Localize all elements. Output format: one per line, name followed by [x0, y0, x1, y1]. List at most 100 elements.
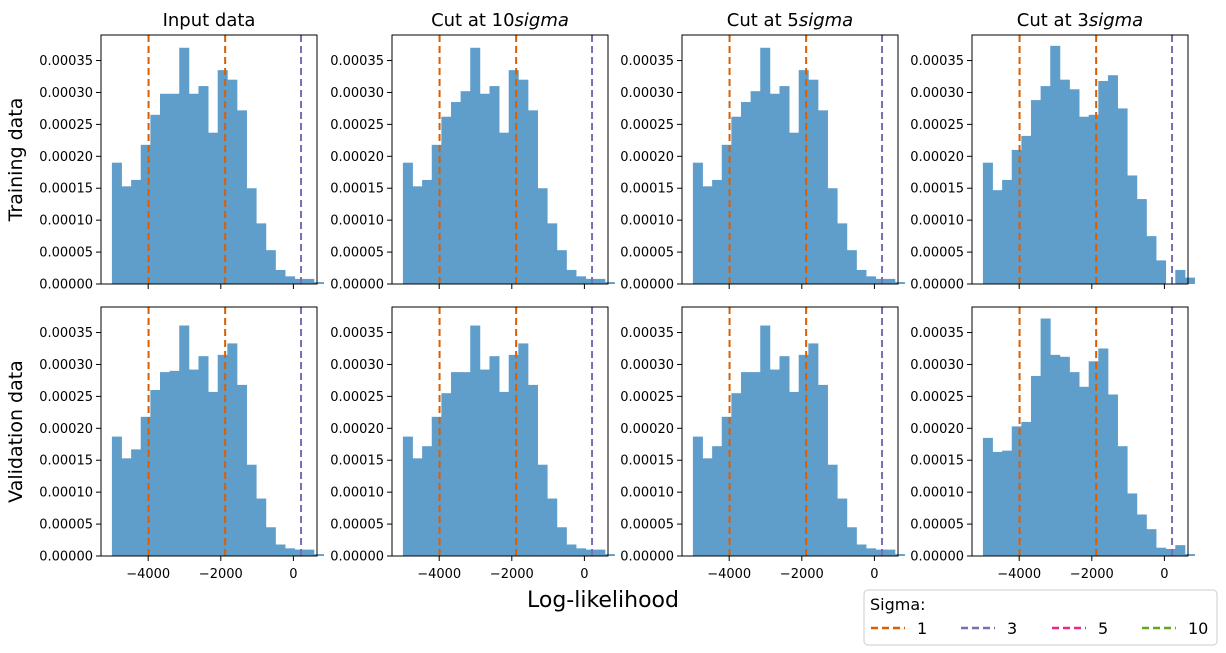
subplot-r0-c1: 0.00000 0.00005 0.00010 0.00015 0.00020 0.000…	[330, 10, 615, 293]
histogram-bar	[576, 276, 587, 284]
y-tick-label: 0.00035	[39, 54, 93, 69]
histogram-bar	[111, 436, 122, 556]
histogram-bar	[875, 549, 886, 556]
legend: Sigma: 1 3 5 10	[863, 589, 1218, 646]
y-tick-label: 0.00035	[39, 326, 93, 341]
histogram-bar	[304, 278, 315, 284]
y-tick-label: 0.00005	[39, 246, 93, 261]
histogram-bar	[769, 93, 780, 285]
histogram-bar	[1040, 318, 1051, 556]
histogram-bar	[837, 223, 848, 284]
histogram-bar	[837, 498, 848, 556]
histogram-bar	[1002, 450, 1013, 556]
histogram-bar	[412, 186, 423, 284]
histogram-bar	[547, 498, 558, 556]
legend-label: 5	[1098, 619, 1108, 638]
histogram-bar	[1127, 175, 1138, 284]
y-tick-label: 0.00025	[910, 118, 964, 133]
histogram-bar	[198, 356, 209, 556]
histogram-bar	[846, 250, 857, 284]
histogram-bar	[982, 437, 993, 556]
histogram-bar	[740, 372, 752, 556]
y-tick-label: 0.00015	[330, 182, 384, 197]
histogram-bar	[208, 132, 219, 284]
legend-label: 1	[917, 619, 927, 638]
histogram-bar	[875, 278, 886, 284]
y-tick-label: 0.00030	[39, 358, 93, 373]
histogram-bar	[817, 110, 828, 284]
column-title: Input data	[163, 10, 256, 31]
histogram-bar	[576, 548, 587, 556]
histogram-bar	[779, 356, 790, 556]
histogram-bar	[750, 91, 761, 285]
histogram-bar	[518, 79, 529, 284]
histogram-bar	[760, 325, 771, 556]
histogram-bar	[1156, 260, 1167, 284]
y-tick-label: 0.00035	[910, 326, 964, 341]
x-tick-label: −2000	[490, 567, 534, 582]
y-tick-label: 0.00030	[39, 86, 93, 101]
histogram-bar	[856, 269, 867, 284]
x-tick-label: 0	[1160, 567, 1168, 582]
histogram-bar	[1069, 89, 1080, 285]
y-tick-label: 0.00000	[39, 550, 93, 565]
histogram-bar	[585, 278, 596, 284]
histogram-bar	[285, 548, 296, 556]
histogram-bar	[188, 93, 199, 285]
histogram-bar	[198, 86, 209, 284]
y-tick-label: 0.00015	[620, 454, 674, 469]
histogram-bar	[1050, 45, 1061, 284]
row-label: Training data	[5, 98, 27, 223]
y-tick-label: 0.00030	[910, 86, 964, 101]
histogram-bar	[159, 93, 171, 285]
plot-frame	[971, 306, 1189, 557]
y-tick-label: 0.00005	[620, 246, 674, 261]
legend-label: 3	[1007, 619, 1017, 638]
x-tick-label: 0	[580, 567, 588, 582]
histogram-bar	[489, 86, 500, 284]
histogram-bar	[527, 384, 538, 556]
histogram-bar	[1030, 100, 1042, 285]
histogram-bar	[721, 144, 732, 284]
y-tick-label: 0.00025	[910, 390, 964, 405]
histogram-bar	[866, 548, 877, 556]
histogram-bar	[422, 179, 433, 284]
histogram-bar	[1011, 149, 1022, 284]
y-tick-label: 0.00015	[910, 454, 964, 469]
legend-box	[863, 589, 1218, 646]
y-tick-label: 0.00035	[330, 326, 384, 341]
histogram-bar	[246, 464, 257, 556]
histogram-bar	[1117, 108, 1128, 284]
histogram-bar	[769, 369, 780, 556]
y-tick-label: 0.00005	[910, 518, 964, 533]
histogram-bar	[499, 132, 510, 284]
histogram-bar	[1175, 269, 1186, 284]
histogram-bar	[111, 162, 122, 284]
column-title: Cut at 3sigma	[1017, 10, 1143, 31]
histogram-bar	[450, 102, 462, 284]
histogram-bar	[460, 91, 471, 285]
column-title: Cut at 5sigma	[727, 10, 853, 31]
histogram-bar	[721, 416, 732, 556]
histogram-bar	[547, 223, 558, 284]
histogram-bar	[1079, 116, 1090, 284]
y-tick-label: 0.00000	[910, 550, 964, 565]
histogram-bar	[798, 354, 809, 556]
y-tick-label: 0.00005	[39, 518, 93, 533]
plot-frame	[391, 306, 609, 557]
histogram-bar	[894, 282, 905, 284]
y-tick-label: 0.00000	[330, 550, 384, 565]
histogram-bar	[1127, 493, 1138, 556]
histogram-bar	[1175, 545, 1186, 556]
y-tick-label: 0.00005	[330, 518, 384, 533]
y-tick-label: 0.00010	[39, 486, 93, 501]
histogram-bar	[179, 47, 190, 284]
subplot-r1-c1: 0.00000 0.00005 0.00010 0.00015 0.00020 0.000…	[330, 306, 615, 582]
subplot-r1-c3: 0.00000 0.00005 0.00010 0.00015 0.00020 0.000…	[910, 306, 1195, 582]
histogram-bar	[489, 356, 500, 556]
y-tick-label: 0.00010	[620, 214, 674, 229]
histogram-bar	[441, 116, 452, 284]
y-tick-label: 0.00015	[39, 454, 93, 469]
y-tick-label: 0.00030	[330, 86, 384, 101]
histogram-bar	[1069, 372, 1080, 556]
